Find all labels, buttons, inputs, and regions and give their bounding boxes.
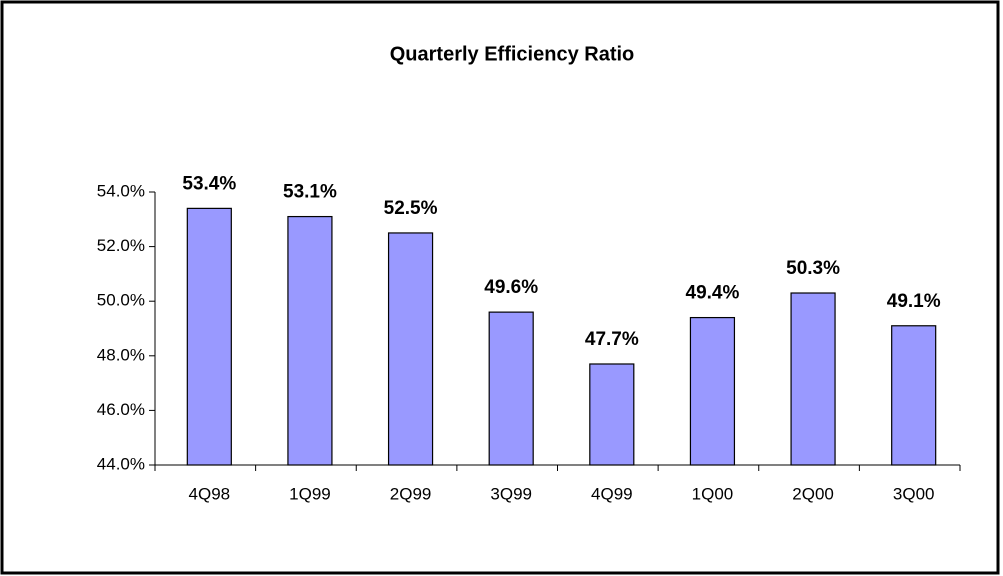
bar	[387, 232, 434, 466]
x-tick-label: 1Q00	[692, 484, 734, 503]
y-tick-label: 46.0%	[97, 400, 145, 419]
bar	[790, 292, 836, 466]
x-tick-label: 3Q00	[893, 484, 935, 503]
x-tick-label: 3Q99	[490, 484, 532, 503]
bar	[891, 325, 937, 466]
bar	[589, 363, 635, 466]
chart-title: Quarterly Efficiency Ratio	[390, 43, 635, 65]
x-tick-label: 4Q98	[189, 484, 231, 503]
y-tick-label: 44.0%	[97, 454, 145, 473]
data-label: 52.5%	[384, 198, 438, 219]
data-label: 53.1%	[283, 182, 337, 203]
y-tick-label: 48.0%	[97, 345, 145, 364]
x-tick-label: 1Q99	[289, 484, 331, 503]
x-tick-label: 2Q00	[792, 484, 834, 503]
bar	[689, 316, 736, 466]
bar	[186, 207, 232, 466]
data-label: 49.1%	[887, 291, 941, 312]
y-tick-label: 52.0%	[97, 236, 145, 255]
x-tick-label: 2Q99	[390, 484, 432, 503]
data-label: 49.4%	[686, 283, 740, 304]
data-label: 49.6%	[484, 277, 538, 298]
y-tick-label: 54.0%	[97, 181, 145, 200]
x-tick-label: 4Q99	[591, 484, 633, 503]
bar	[287, 215, 333, 466]
data-label: 50.3%	[786, 258, 840, 279]
data-label: 53.4%	[182, 173, 236, 194]
data-label: 47.7%	[585, 329, 639, 350]
bar	[488, 311, 534, 466]
y-tick-label: 50.0%	[97, 291, 145, 310]
